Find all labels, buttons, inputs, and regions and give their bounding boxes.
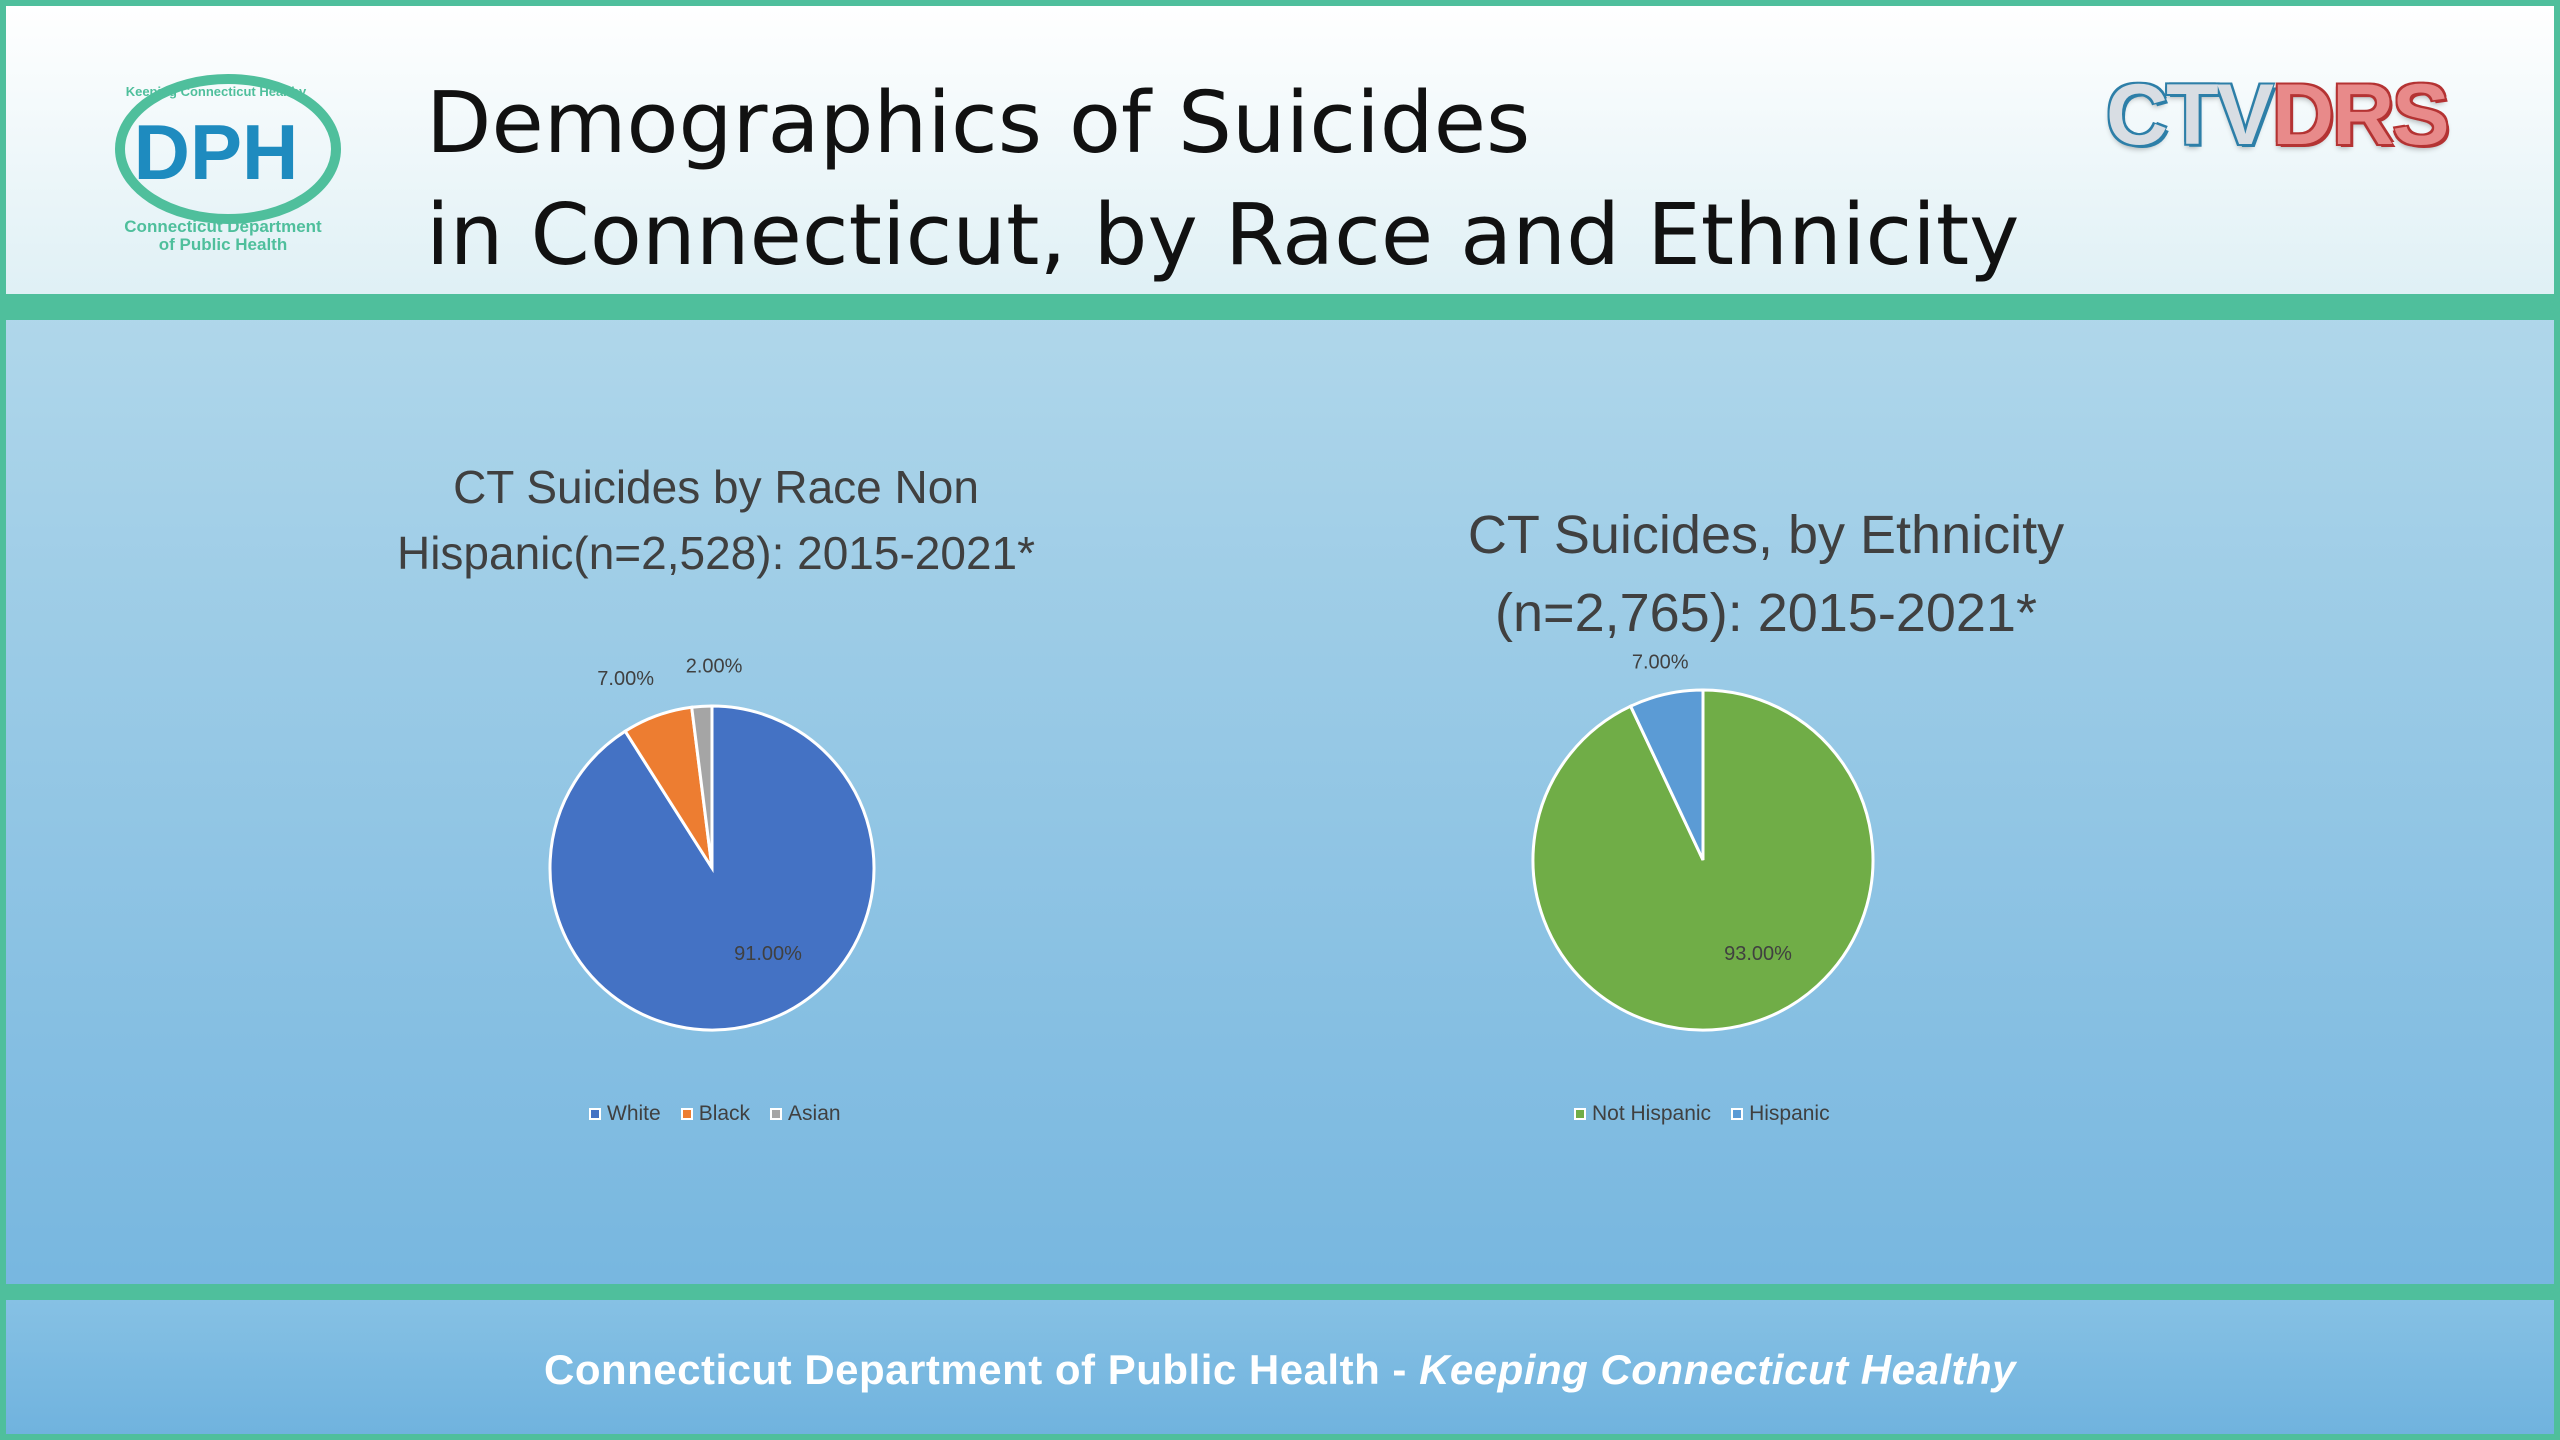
footer-tagline: Keeping Connecticut Healthy xyxy=(1419,1346,2016,1393)
dph-logo-sub1: Connecticut Department xyxy=(124,217,322,236)
legend-swatch-asian xyxy=(770,1108,783,1120)
footer: Connecticut Department of Public Health … xyxy=(6,1300,2554,1434)
footer-org: Connecticut Department of Public Health xyxy=(544,1346,1381,1393)
legend-swatch-black xyxy=(680,1108,693,1120)
page-title: Demographics of Suicides in Connecticut,… xyxy=(426,68,2126,292)
title-line-1: Demographics of Suicides xyxy=(426,74,1531,173)
header-divider xyxy=(6,294,2554,320)
chart2-title: CT Suicides, by Ethnicity (n=2,765): 201… xyxy=(1366,496,2166,652)
footer-text: Connecticut Department of Public Health … xyxy=(544,1346,2016,1394)
chart1-label-asian: 2.00% xyxy=(686,655,743,677)
chart1-title-line1: CT Suicides by Race Non xyxy=(453,461,979,513)
title-line-2: in Connecticut, by Race and Ethnicity xyxy=(426,186,2020,285)
legend-item-asian: Asian xyxy=(770,1102,841,1126)
ctvdrs-logo-part1: CTV xyxy=(2106,67,2274,163)
dph-arc-text: Keeping Connecticut Healthy xyxy=(126,84,307,99)
chart2-label-hispanic: 7.00% xyxy=(1632,652,1689,674)
legend-label-white: White xyxy=(607,1102,661,1125)
chart2-slice-hispanic xyxy=(1628,688,1705,861)
chart2-title-line2: (n=2,765): 2015-2021* xyxy=(1495,583,2037,643)
chart2-legend: Not Hispanic Hispanic xyxy=(1574,1102,1830,1126)
chart1-legend: White Black Asian xyxy=(589,1102,841,1126)
chart1-label-white: 91.00% xyxy=(734,943,802,965)
chart2-title-line1: CT Suicides, by Ethnicity xyxy=(1467,505,2065,565)
legend-label-black: Black xyxy=(698,1102,751,1125)
legend-item-not-hispanic: Not Hispanic xyxy=(1574,1102,1711,1126)
dph-logo-text: DPH xyxy=(134,108,299,196)
legend-swatch-hispanic xyxy=(1731,1108,1744,1120)
ctvdrs-logo-part2: DRS xyxy=(2272,67,2450,163)
chart2-label-not-hispanic: 93.00% xyxy=(1724,943,1792,965)
legend-item-white: White xyxy=(589,1102,661,1126)
dph-logo-sub2: of Public Health xyxy=(159,235,287,254)
legend-swatch-white xyxy=(589,1108,601,1120)
legend-item-black: Black xyxy=(680,1102,751,1126)
legend-item-hispanic: Hispanic xyxy=(1731,1102,1830,1126)
chart1-title: CT Suicides by Race Non Hispanic(n=2,528… xyxy=(316,454,1116,586)
chart1-label-black: 7.00% xyxy=(597,668,654,690)
chart1-title-line2: Hispanic(n=2,528): 2015-2021* xyxy=(396,527,1036,579)
legend-label-not-hispanic: Not Hispanic xyxy=(1592,1102,1712,1125)
legend-label-asian: Asian xyxy=(788,1102,841,1125)
legend-swatch-not-hispanic xyxy=(1574,1108,1586,1120)
footer-separator: - xyxy=(1380,1346,1420,1393)
header xyxy=(6,6,2554,294)
pie-charts-canvas: 91.00% 7.00% 2.00% 93.00% 7.00% xyxy=(548,652,1875,1032)
footer-divider xyxy=(6,1284,2554,1300)
dph-logo: Keeping Connecticut Healthy DPH Connecti… xyxy=(115,74,341,254)
legend-label-hispanic: Hispanic xyxy=(1749,1102,1830,1125)
ctvdrs-logo: CTVDRS xyxy=(2106,66,2450,165)
chart2-slice-not-hispanic xyxy=(1531,688,1875,1032)
chart1-slice-asian xyxy=(690,704,714,869)
